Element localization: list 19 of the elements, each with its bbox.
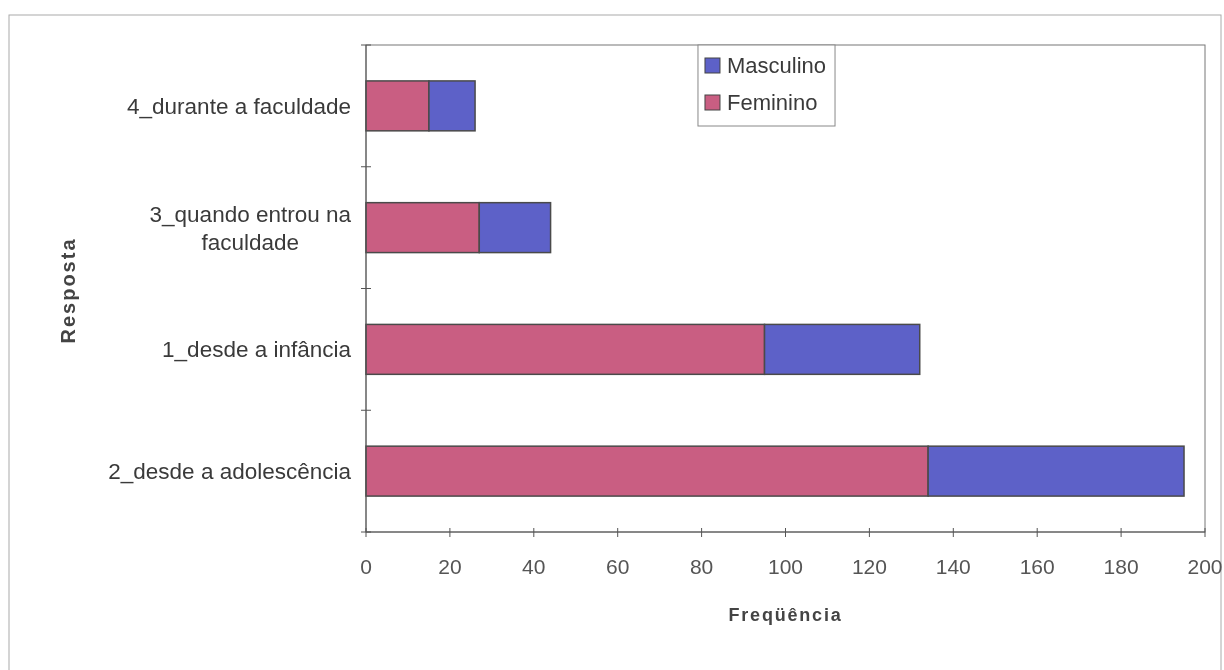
y-tick-label: 2_desde a adolescência	[108, 459, 352, 485]
x-tick-label: 80	[689, 555, 714, 578]
x-tick-label: 60	[606, 555, 630, 578]
x-axis-title: Freqüência	[728, 605, 843, 625]
x-tick-label: 140	[935, 555, 971, 578]
x-tick-label: 120	[851, 555, 887, 578]
x-tick-label: 40	[522, 555, 546, 578]
x-tick-label: 100	[767, 555, 804, 578]
x-tick-label: 180	[1103, 555, 1139, 578]
x-tick-label: 20	[438, 555, 462, 578]
y-tick-label: 1_desde a infância	[162, 337, 352, 363]
y-tick-label: 4_durante a faculdade	[127, 93, 351, 119]
x-tick-label: 0	[360, 555, 372, 578]
legend-label: Feminino	[726, 90, 818, 115]
y-tick-label: 3_quando entrou na faculdade	[149, 201, 352, 255]
x-tick-label: 160	[1019, 555, 1055, 578]
x-tick-label: 200	[1187, 555, 1223, 578]
legend-label: Masculino	[726, 53, 827, 78]
y-axis-title: Resposta	[57, 237, 79, 344]
